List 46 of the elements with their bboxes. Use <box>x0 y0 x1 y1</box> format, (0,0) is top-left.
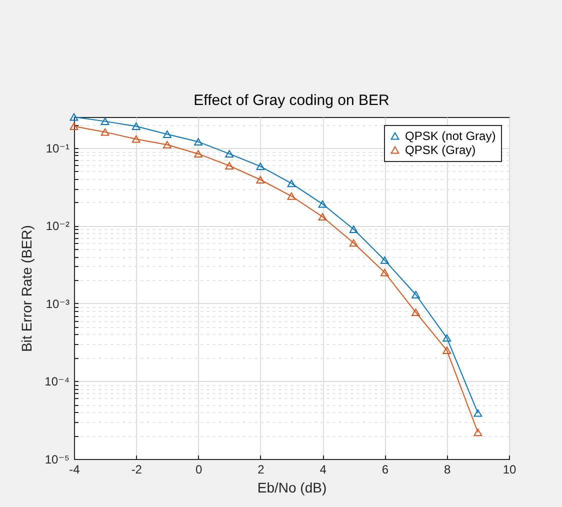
x-tick-label: 0 <box>195 462 202 476</box>
point <box>442 346 452 354</box>
x-tick-label: 6 <box>382 462 389 476</box>
point <box>194 138 202 146</box>
point <box>287 180 296 188</box>
point <box>474 409 482 417</box>
y-tick-label: 10⁻¹ <box>46 141 70 156</box>
point <box>225 150 234 158</box>
x-axis-title: Eb/No (dB) <box>257 480 327 496</box>
point <box>100 118 110 126</box>
legend-label: QPSK (Gray) <box>405 143 476 157</box>
point <box>287 192 296 200</box>
point <box>70 122 78 130</box>
x-tick-label: 4 <box>320 462 327 476</box>
x-tick-label: -4 <box>69 462 80 476</box>
x-tick-label: -2 <box>131 462 142 476</box>
y-tick-label: 10⁻² <box>46 219 70 234</box>
point <box>163 141 172 148</box>
y-tick-label: 10⁻⁴ <box>44 374 70 389</box>
point <box>349 226 358 233</box>
point <box>256 162 265 170</box>
y-tick-label: 10⁻³ <box>46 296 70 311</box>
point <box>380 256 389 264</box>
y-axis-title: Bit Error Rate (BER) <box>18 225 35 352</box>
point <box>256 176 265 184</box>
y-tick-label: 10⁻⁵ <box>44 452 70 466</box>
point <box>474 428 482 436</box>
point <box>442 334 452 342</box>
x-tick-label: 10 <box>502 462 516 476</box>
point <box>380 268 389 276</box>
point <box>318 213 327 221</box>
point <box>132 135 140 143</box>
point <box>100 128 110 136</box>
point <box>132 122 140 130</box>
chart-title: Effect of Gray coding on BER <box>194 92 390 109</box>
point <box>194 150 202 158</box>
point <box>163 130 172 138</box>
point <box>412 308 420 316</box>
point <box>412 290 420 298</box>
point <box>318 200 327 208</box>
point <box>70 113 78 121</box>
point <box>225 162 234 170</box>
x-tick-label: 8 <box>444 462 452 476</box>
point <box>349 239 358 247</box>
x-tick-label: 2 <box>258 462 265 476</box>
legend-label: QPSK (not Gray) <box>405 129 496 143</box>
